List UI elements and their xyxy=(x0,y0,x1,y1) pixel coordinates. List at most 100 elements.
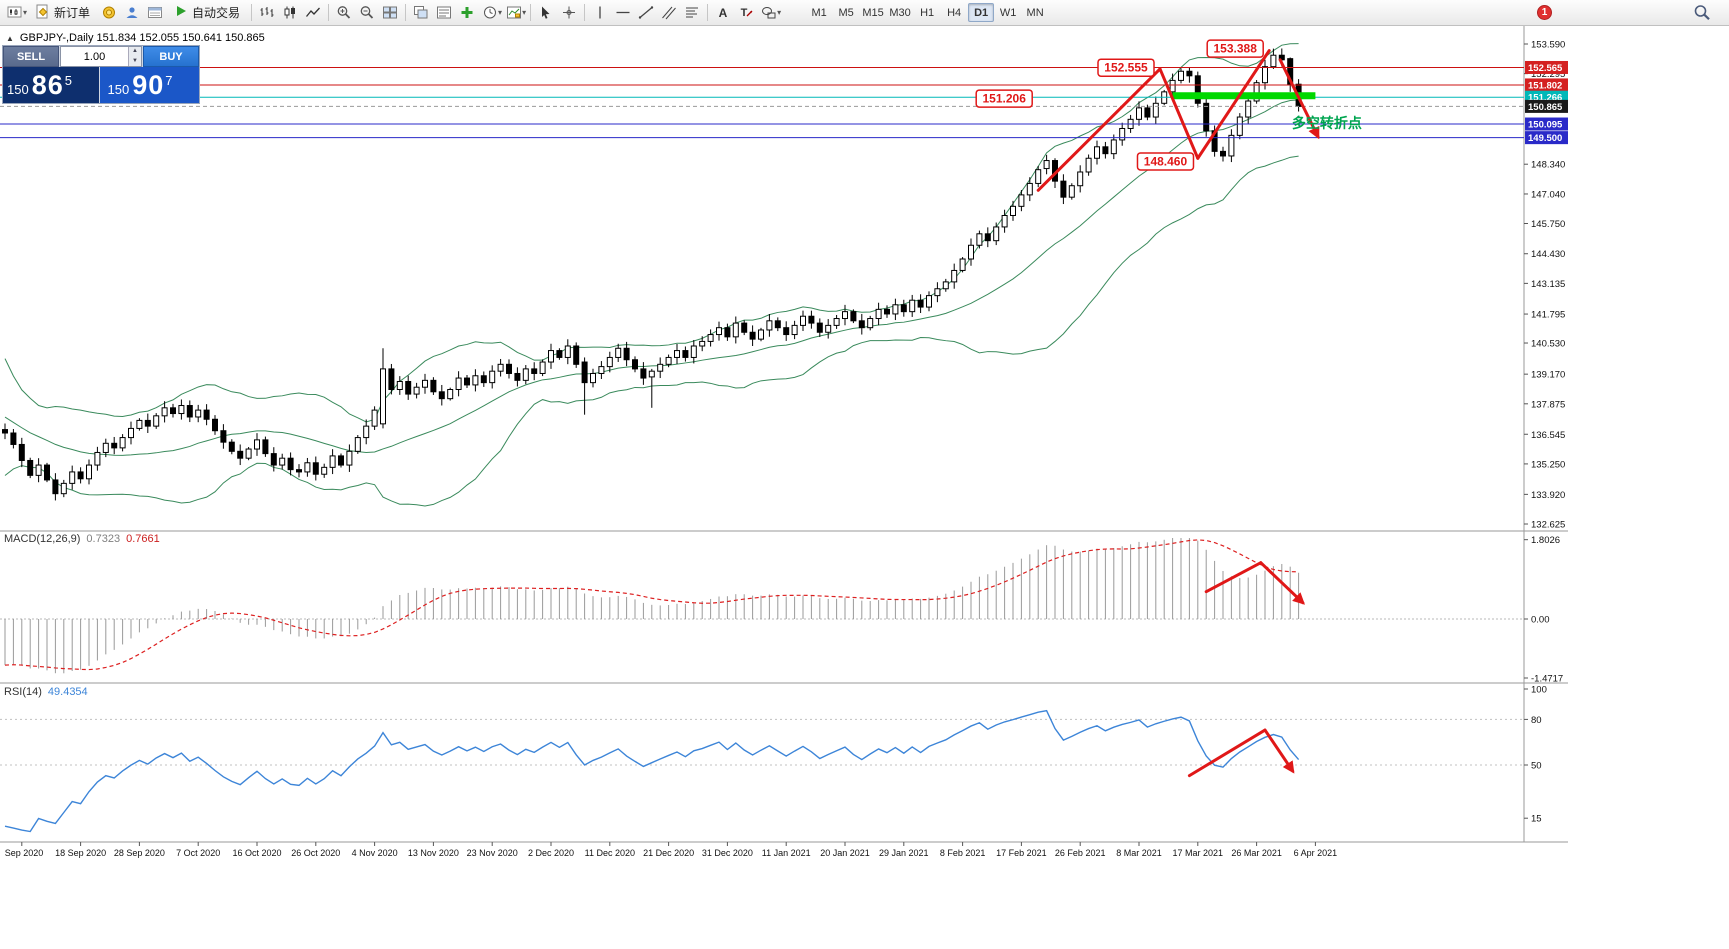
window-list-icon[interactable] xyxy=(433,3,455,23)
price-chart-canvas[interactable]: 153.590 152.295 148.340 147.040 145.750 144.4… xyxy=(0,26,1568,949)
bollinger-upper xyxy=(4,43,1299,423)
cursor-icon[interactable] xyxy=(535,3,557,23)
history-center-icon[interactable] xyxy=(144,3,166,23)
new-chart-dropdown-caret[interactable]: ▾ xyxy=(23,8,28,17)
svg-text:148.340: 148.340 xyxy=(1531,160,1565,171)
periods-dropdown-caret[interactable]: ▾ xyxy=(498,8,503,17)
price-axis-badge xyxy=(1525,78,1568,92)
volume-decrease-button[interactable]: ▼ xyxy=(132,57,138,64)
main-toolbar: ▾ 新订单 自动交易 xyxy=(0,0,1729,26)
templates-icon[interactable] xyxy=(503,3,525,23)
crosshair-icon[interactable] xyxy=(558,3,580,23)
new-chart-icon[interactable] xyxy=(4,3,26,23)
svg-text:13 Nov 2020: 13 Nov 2020 xyxy=(408,848,459,858)
accounts-icon[interactable] xyxy=(121,3,143,23)
volume-stepper[interactable]: 1.00 ▲ ▼ xyxy=(60,46,142,67)
horizontal-line-icon[interactable] xyxy=(612,3,634,23)
shapes-dropdown-caret[interactable]: ▾ xyxy=(777,8,782,17)
new-order-button[interactable]: 新订单 xyxy=(28,3,97,23)
timeframe-button-M15[interactable]: M15 xyxy=(860,3,886,22)
svg-text:148.460: 148.460 xyxy=(1144,154,1188,168)
svg-text:152.555: 152.555 xyxy=(1104,61,1148,75)
svg-text:20 Jan 2021: 20 Jan 2021 xyxy=(820,848,870,858)
timeframe-button-D1[interactable]: D1 xyxy=(968,3,995,22)
zoom-in-icon[interactable] xyxy=(333,3,355,23)
volume-value[interactable]: 1.00 xyxy=(83,50,106,63)
macd-name: MACD(12,26,9) xyxy=(4,533,81,545)
svg-text:8 Feb 2021: 8 Feb 2021 xyxy=(940,848,986,858)
bar-chart-icon[interactable] xyxy=(256,3,278,23)
timeframe-button-H4[interactable]: H4 xyxy=(941,3,967,22)
svg-text:145.750: 145.750 xyxy=(1531,219,1565,230)
candlestick-chart-icon[interactable] xyxy=(279,3,301,23)
vertical-line-icon[interactable] xyxy=(589,3,611,23)
one-click-trading-panel: SELL 1.00 ▲ ▼ BUY 150 86 5 150 xyxy=(2,45,200,104)
svg-text:133.920: 133.920 xyxy=(1531,490,1565,501)
svg-text:149.500: 149.500 xyxy=(1528,133,1562,144)
sell-button[interactable]: SELL xyxy=(3,46,59,67)
svg-text:0.00: 0.00 xyxy=(1531,615,1550,626)
svg-text:26 Oct 2020: 26 Oct 2020 xyxy=(291,848,340,858)
svg-text:152.565: 152.565 xyxy=(1528,63,1563,74)
macd-signal-value: 0.7661 xyxy=(126,533,160,545)
date-axis: Sep 2020 18 Sep 2020 28 Sep 2020 7 Oct 2020… xyxy=(5,842,1337,858)
svg-text:151.206: 151.206 xyxy=(983,92,1027,106)
svg-text:4 Nov 2020: 4 Nov 2020 xyxy=(352,848,398,858)
buy-button[interactable]: BUY xyxy=(143,46,199,67)
svg-text:152.295: 152.295 xyxy=(1531,69,1565,80)
svg-text:153.590: 153.590 xyxy=(1531,40,1565,51)
svg-text:135.250: 135.250 xyxy=(1531,459,1565,470)
sell-price[interactable]: 150 86 5 xyxy=(3,67,99,103)
shapes-icon[interactable] xyxy=(758,3,780,23)
templates-dropdown-caret[interactable]: ▾ xyxy=(522,8,527,17)
toolbar-separator xyxy=(584,4,586,21)
zoom-out-icon[interactable] xyxy=(356,3,378,23)
timeframe-button-M1[interactable]: M1 xyxy=(806,3,832,22)
volume-increase-button[interactable]: ▲ xyxy=(132,48,138,54)
rsi-line xyxy=(4,709,1300,833)
svg-text:139.170: 139.170 xyxy=(1531,370,1565,381)
svg-text:11 Jan 2021: 11 Jan 2021 xyxy=(762,848,811,858)
cascade-windows-icon[interactable] xyxy=(410,3,432,23)
text-label-icon[interactable]: T xyxy=(735,3,757,23)
svg-text:T: T xyxy=(741,7,748,19)
svg-text:26 Mar 2021: 26 Mar 2021 xyxy=(1231,848,1282,858)
candles xyxy=(2,48,1302,501)
tile-windows-icon[interactable] xyxy=(379,3,401,23)
toolbar-separator xyxy=(707,4,709,21)
text-tool-icon[interactable]: A xyxy=(712,3,734,23)
svg-text:100: 100 xyxy=(1531,685,1547,696)
bollinger-bands xyxy=(4,43,1299,507)
buy-price-prefix: 150 xyxy=(107,81,130,97)
timeframe-button-W1[interactable]: W1 xyxy=(995,3,1021,22)
line-chart-icon[interactable] xyxy=(302,3,324,23)
svg-text:140.530: 140.530 xyxy=(1531,339,1565,350)
insert-indicator-icon[interactable] xyxy=(456,3,478,23)
bollinger-lower xyxy=(4,155,1299,507)
svg-text:153.388: 153.388 xyxy=(1214,42,1258,56)
timeframe-button-M30[interactable]: M30 xyxy=(887,3,913,22)
fibonacci-icon[interactable] xyxy=(681,3,703,23)
market-watch-icon[interactable] xyxy=(98,3,120,23)
buy-price[interactable]: 150 90 7 xyxy=(99,67,199,103)
trendline-icon[interactable] xyxy=(635,3,657,23)
timeframe-button-M5[interactable]: M5 xyxy=(833,3,859,22)
timeframe-button-MN[interactable]: MN xyxy=(1022,3,1048,22)
sell-price-prefix: 150 xyxy=(7,81,29,97)
svg-text:144.430: 144.430 xyxy=(1531,249,1565,260)
notification-badge[interactable]: 1 xyxy=(1537,5,1552,20)
price-axis: 153.590 152.295 148.340 147.040 145.750 144.4… xyxy=(1524,40,1568,825)
timeframe-button-H1[interactable]: H1 xyxy=(914,3,940,22)
autotrading-button[interactable]: 自动交易 xyxy=(167,3,247,23)
svg-text:150.095: 150.095 xyxy=(1528,120,1563,131)
search-icon[interactable] xyxy=(1689,3,1715,23)
svg-text:15: 15 xyxy=(1531,814,1542,825)
svg-text:17 Mar 2021: 17 Mar 2021 xyxy=(1173,848,1224,858)
toolbar-separator xyxy=(328,4,330,21)
svg-text:143.135: 143.135 xyxy=(1531,279,1565,290)
periods-icon[interactable] xyxy=(479,3,501,23)
svg-text:1.8026: 1.8026 xyxy=(1531,535,1560,546)
equidistant-channel-icon[interactable] xyxy=(658,3,680,23)
svg-text:-1.4717: -1.4717 xyxy=(1531,674,1563,685)
